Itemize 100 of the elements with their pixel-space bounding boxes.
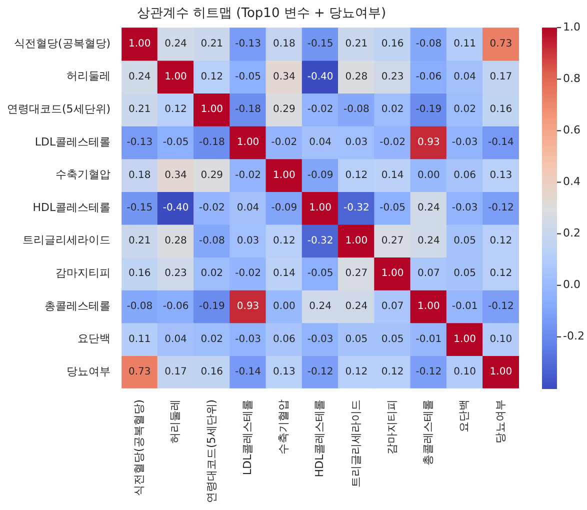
- data-label: 0.14: [381, 170, 404, 181]
- data-label: -0.19: [198, 301, 225, 312]
- data-label: 0.23: [164, 268, 187, 280]
- data-label: 0.11: [454, 38, 476, 50]
- data-label: -0.08: [416, 38, 442, 50]
- data-label: 0.28: [345, 71, 368, 82]
- color-bar-label: 0.4: [563, 175, 580, 188]
- x-tick-label: LDL콜레스테롤: [240, 399, 254, 476]
- data-label: -0.08: [198, 235, 225, 246]
- data-label: 0.34: [273, 71, 296, 82]
- data-label: 0.04: [164, 334, 187, 345]
- data-label: -0.02: [235, 170, 261, 181]
- data-label: 0.23: [381, 71, 404, 82]
- data-label: 0.06: [273, 334, 296, 345]
- y-tick-label: 허리둘레: [66, 70, 111, 83]
- data-label: 0.93: [418, 137, 440, 148]
- data-label: -0.01: [452, 301, 478, 312]
- data-label: -0.14: [488, 137, 514, 148]
- data-label: 0.07: [381, 301, 404, 312]
- data-label: 0.29: [200, 170, 224, 181]
- data-label: -0.02: [380, 137, 406, 148]
- data-label: 0.12: [345, 170, 368, 181]
- data-label: 0.16: [128, 268, 151, 280]
- data-label: -0.12: [416, 366, 442, 378]
- data-label: 0.04: [236, 202, 260, 214]
- data-label: -0.18: [235, 104, 261, 116]
- data-label: 0.12: [200, 71, 224, 82]
- data-label: -0.03: [452, 202, 478, 214]
- color-bar-label: -0.2: [563, 330, 584, 343]
- data-label: -0.03: [452, 137, 478, 148]
- data-label: -0.09: [271, 202, 298, 214]
- data-label: 0.16: [381, 38, 404, 50]
- data-label: 1.00: [490, 366, 512, 378]
- data-label: -0.12: [488, 202, 514, 214]
- data-label: 1.00: [345, 235, 368, 246]
- data-label: -0.40: [307, 71, 334, 82]
- x-tick-label: 감마지티피: [385, 399, 398, 454]
- y-tick-label: 수축기혈압: [56, 168, 111, 182]
- data-label: -0.13: [126, 137, 153, 148]
- data-label: 0.24: [164, 38, 187, 50]
- data-label: 0.14: [273, 268, 296, 280]
- data-label: 0.27: [381, 235, 404, 246]
- data-label: 0.21: [128, 104, 151, 116]
- data-label: 0.24: [309, 301, 332, 312]
- data-label: 0.12: [381, 366, 404, 378]
- color-bar-label: 0.8: [563, 72, 580, 86]
- data-label: -0.02: [271, 137, 298, 148]
- data-label: 0.93: [236, 301, 260, 312]
- data-label: 0.18: [128, 170, 151, 181]
- x-tick-label: 허리둘레: [168, 399, 182, 444]
- color-bar-label: 0.0: [563, 278, 580, 292]
- data-label: -0.15: [307, 38, 334, 50]
- data-label: 1.00: [418, 301, 440, 312]
- data-label: -0.08: [343, 104, 370, 116]
- data-label: 0.04: [454, 71, 476, 82]
- data-label: -0.32: [307, 235, 334, 246]
- y-tick-label: 트리글리세라이드: [22, 234, 111, 247]
- data-label: -0.12: [307, 366, 334, 378]
- data-label: 0.16: [200, 366, 224, 378]
- data-label: 0.13: [490, 170, 512, 181]
- data-label: 0.12: [490, 235, 512, 246]
- data-label: -0.05: [162, 137, 189, 148]
- data-label: 0.11: [128, 334, 151, 345]
- data-label: 0.02: [454, 104, 476, 116]
- data-label: -0.02: [235, 268, 261, 280]
- data-label: 1.00: [164, 71, 187, 82]
- x-tick-label: 트리글리세라이드: [349, 399, 362, 488]
- y-tick-label: LDL콜레스테롤: [34, 135, 111, 148]
- data-label: 0.12: [164, 104, 187, 116]
- y-tick-label: 요단백: [78, 332, 111, 346]
- data-label: 0.12: [345, 366, 368, 378]
- data-label: 0.02: [200, 334, 224, 345]
- data-label: 0.21: [345, 38, 368, 50]
- y-tick-label: 당뇨여부: [66, 364, 111, 378]
- data-label: 0.10: [454, 366, 476, 378]
- x-tick-label: 총콜레스테롤: [422, 399, 435, 466]
- data-label: -0.02: [307, 104, 334, 116]
- y-tick-label: 연령대코드(5세단위): [6, 102, 111, 116]
- data-label: -0.03: [307, 334, 334, 345]
- data-label: 0.03: [236, 235, 260, 246]
- data-label: 0.00: [273, 301, 296, 312]
- data-label: 1.00: [236, 137, 260, 148]
- data-label: 0.29: [273, 104, 296, 116]
- color-bar-label: 0.2: [563, 226, 580, 240]
- data-label: 1.00: [128, 38, 151, 50]
- y-tick-label: 식전혈당(공복혈당): [14, 36, 111, 50]
- data-label: 0.21: [128, 235, 151, 246]
- data-label: -0.14: [235, 366, 261, 378]
- data-label: 0.10: [490, 334, 512, 345]
- data-label: 1.00: [309, 202, 332, 214]
- y-tick-label: 감마지티피: [56, 266, 111, 280]
- x-tick-label: HDL콜레스테롤: [313, 399, 326, 478]
- data-label: -0.09: [307, 170, 334, 181]
- data-label: 0.34: [164, 170, 187, 181]
- data-label: -0.18: [198, 137, 225, 148]
- data-label: -0.06: [162, 301, 189, 312]
- color-bar-label: 0.6: [563, 124, 580, 137]
- y-tick-label: HDL콜레스테롤: [32, 200, 111, 214]
- data-label: 0.24: [345, 301, 368, 312]
- x-tick-label: 요단백: [458, 399, 471, 432]
